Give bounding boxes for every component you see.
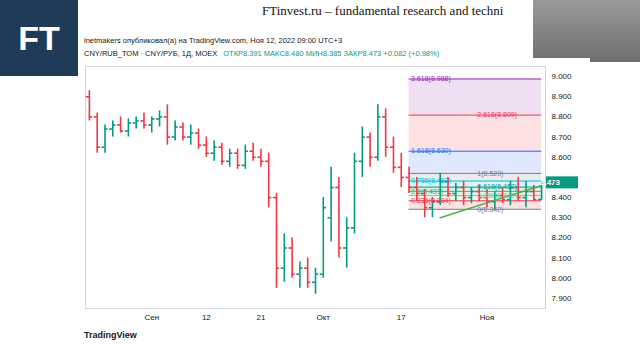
html-text:FTinvest.ru – fundamental rese: FTinvest.ru – fundamental research and t… — [262, 3, 504, 18]
html-text:CNY/RUB_TOM · CNY/РУБ, 1Д, MOE: CNY/RUB_TOM · CNY/РУБ, 1Д, MOEX — [84, 49, 218, 58]
svg-text:8.900: 8.900 — [552, 92, 573, 101]
svg-text:2.618(8.809): 2.618(8.809) — [477, 111, 517, 119]
svg-text:7.900: 7.900 — [552, 294, 573, 303]
svg-text:8.600: 8.600 — [552, 153, 573, 162]
svg-text:21: 21 — [256, 313, 265, 322]
svg-text:12: 12 — [202, 313, 211, 322]
svg-text:8.400: 8.400 — [552, 193, 573, 202]
svg-text:9.000: 9.000 — [552, 72, 573, 81]
svg-text:8.300: 8.300 — [552, 213, 573, 222]
html-text:ОТКР8.391 МАКС8.480 МИН8.385 З: ОТКР8.391 МАКС8.480 МИН8.385 ЗАКР8.473 +… — [223, 49, 440, 58]
svg-text:8.200: 8.200 — [552, 233, 573, 242]
svg-text:8.100: 8.100 — [552, 254, 573, 263]
svg-text:0.236(8.384): 0.236(8.384) — [411, 197, 451, 205]
svg-text:Ноя: Ноя — [480, 313, 495, 322]
svg-text:0.382(8.410): 0.382(8.410) — [477, 192, 517, 200]
svg-text:1.618(8.630): 1.618(8.630) — [411, 147, 451, 155]
svg-text:Окт: Окт — [317, 313, 331, 322]
svg-text:0.786(8.482): 0.786(8.482) — [411, 177, 451, 185]
svg-text:0.5(8.431): 0.5(8.431) — [411, 188, 443, 196]
svg-text:8.473: 8.473 — [540, 178, 561, 187]
svg-text:Сен: Сен — [144, 313, 159, 322]
html-text:FT: FT — [18, 18, 60, 57]
html-text:lnetmakers опубликовал(а) на T: lnetmakers опубликовал(а) на TradingView… — [84, 36, 343, 45]
html-text:TradingView: TradingView — [84, 330, 137, 340]
svg-text:0.618(8.452): 0.618(8.452) — [477, 183, 517, 191]
svg-text:8.700: 8.700 — [552, 133, 573, 142]
svg-text:8.000: 8.000 — [552, 274, 573, 283]
svg-text:0(8.342): 0(8.342) — [477, 206, 503, 214]
svg-text:1(8.520): 1(8.520) — [477, 170, 503, 178]
svg-text:17: 17 — [397, 313, 406, 322]
svg-text:3.618(8.988): 3.618(8.988) — [411, 75, 451, 83]
svg-text:8.800: 8.800 — [552, 112, 573, 121]
